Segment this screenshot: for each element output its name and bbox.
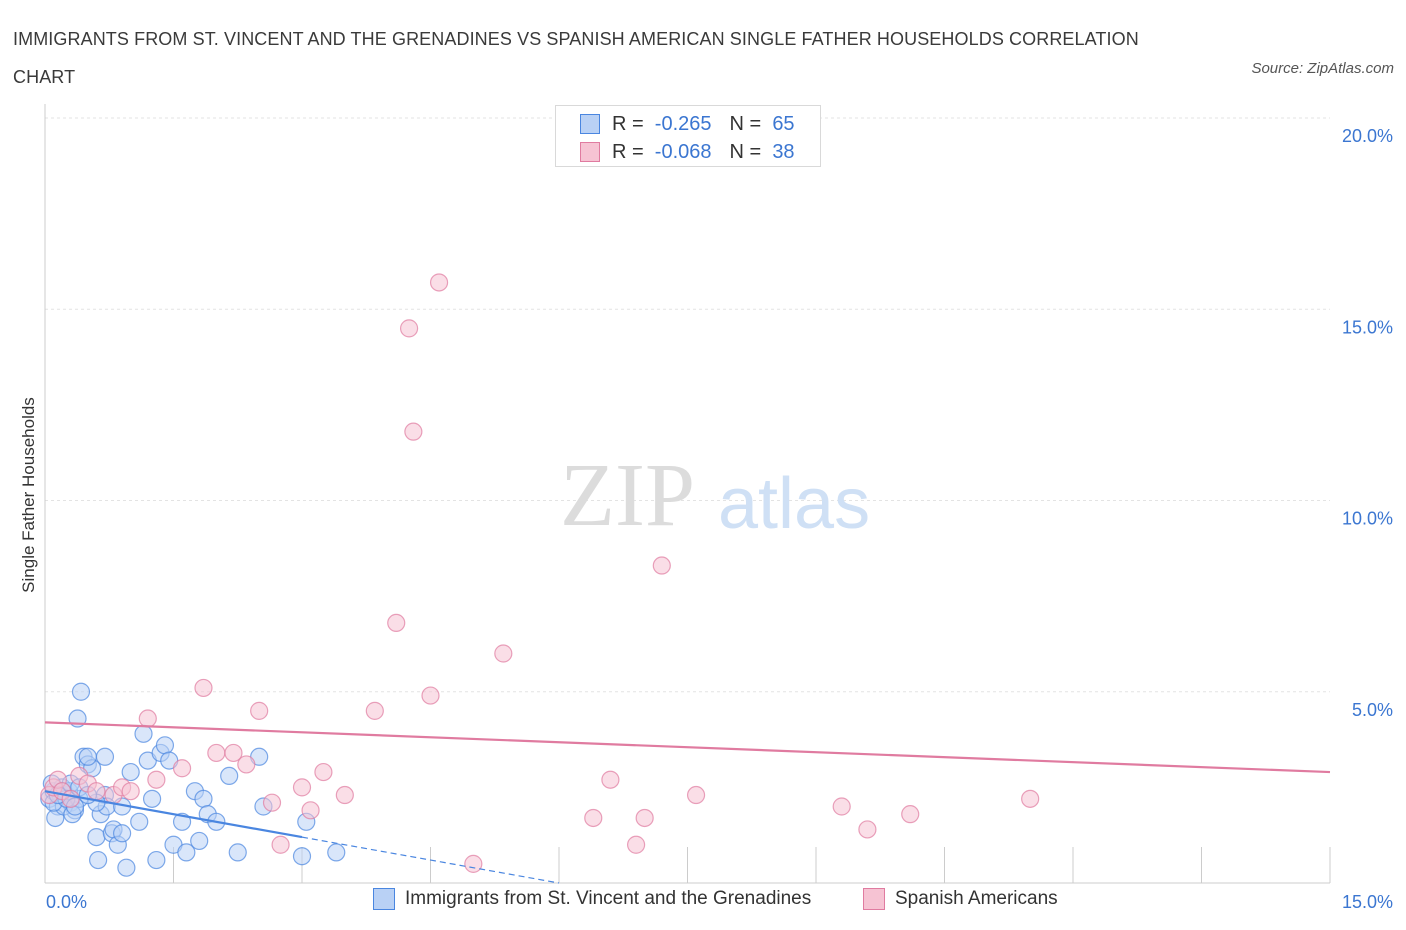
point-spanish [421,686,440,705]
point-spanish [335,785,354,805]
legend-n-value-immigrants: 65 [772,112,795,135]
point-immigrants [130,812,149,831]
point-spanish [858,820,877,839]
point-spanish [399,319,419,338]
point-immigrants [220,766,239,786]
series-name-immigrants: Immigrants from St. Vincent and the Gren… [405,888,812,909]
point-spanish [365,701,384,720]
legend-n-label: N = [729,112,773,135]
point-spanish [292,778,312,797]
legend-n-value-spanish: 38 [772,140,795,163]
legend-swatch-blue [580,114,600,134]
series-legend: Immigrants from St. Vincent and the Gren… [0,888,1406,916]
point-spanish [271,835,290,854]
point-spanish [87,782,106,801]
y-tick-label: 20.0% [1342,126,1393,146]
point-immigrants [89,850,108,870]
watermark-zip: ZIP [560,446,695,545]
point-spanish [832,797,851,816]
trend-line-immigrants [44,790,303,839]
point-spanish [194,678,213,698]
chart-title: IMMIGRANTS FROM ST. VINCENT AND THE GREN… [13,29,1139,87]
tick-labels: 5.0% 10.0% 15.0% 20.0% 0.0% 15.0% [46,126,1393,912]
point-spanish [301,801,320,820]
legend-n-label: N = [729,140,773,163]
series-legend-spanish: Spanish Americans [863,888,1058,910]
point-spanish [314,762,333,782]
point-spanish [626,835,646,854]
x-tick-label-max: 15.0% [1342,892,1393,912]
point-immigrants [228,843,247,862]
point-immigrants [71,682,91,701]
point-spanish [901,805,920,824]
point-spanish [237,755,256,774]
point-immigrants [190,831,209,851]
point-immigrants [134,724,153,743]
point-spanish [138,709,157,728]
legend-row-immigrants: R = -0.265 N = 65 [580,112,795,136]
y-tick-label: 15.0% [1342,317,1393,337]
y-tick-label: 5.0% [1352,700,1393,720]
point-spanish [404,422,423,441]
trend-line-immigrants-extrapolated [301,836,560,884]
point-spanish [464,854,483,873]
correlation-legend: R = -0.265 N = 65 R = -0.068 N = 38 [555,105,821,167]
x-tick-label-min: 0.0% [46,892,87,912]
trend-line-spanish [44,721,1331,774]
point-spanish [250,701,269,720]
watermark-atlas: atlas [718,464,870,544]
point-immigrants [112,824,132,843]
point-immigrants [147,850,166,870]
point-spanish [601,770,620,789]
point-immigrants [155,736,175,755]
point-immigrants [78,747,97,766]
point-spanish [635,808,654,828]
point-immigrants [327,843,346,862]
point-spanish [1021,789,1040,808]
point-spanish [224,743,243,763]
legend-r-label: R = [612,112,655,135]
point-immigrants [121,762,140,782]
point-spanish [584,808,603,828]
point-spanish [172,759,192,778]
point-spanish [147,770,166,789]
point-spanish [262,793,282,812]
point-immigrants [292,847,312,866]
series-swatch-blue [373,888,395,910]
legend-swatch-pink [580,142,600,162]
legend-row-spanish: R = -0.068 N = 38 [580,140,795,164]
point-immigrants [87,827,106,847]
point-spanish [207,743,226,763]
legend-r-label: R = [612,140,655,163]
data-points [40,273,1040,877]
legend-r-value-immigrants: -0.265 [654,112,712,135]
gridlines [45,117,1330,693]
chart-source: Source: ZipAtlas.com [1251,60,1394,77]
point-spanish [61,789,80,808]
point-spanish [652,556,671,575]
y-axis-label: Single Father Households [19,397,38,593]
series-name-spanish: Spanish Americans [895,888,1058,909]
point-immigrants [177,843,196,862]
point-immigrants [117,858,136,877]
point-spanish [387,613,406,633]
series-swatch-pink [863,888,885,910]
point-immigrants [194,789,213,808]
point-spanish [121,782,140,801]
series-legend-immigrants: Immigrants from St. Vincent and the Gren… [373,888,811,910]
trend-lines [44,721,1331,884]
point-spanish [686,785,706,805]
point-spanish [494,644,513,663]
legend-r-value-spanish: -0.068 [654,140,712,163]
point-immigrants [142,789,162,808]
point-spanish [429,273,449,292]
point-immigrants [95,747,115,766]
y-tick-label: 10.0% [1342,509,1393,529]
